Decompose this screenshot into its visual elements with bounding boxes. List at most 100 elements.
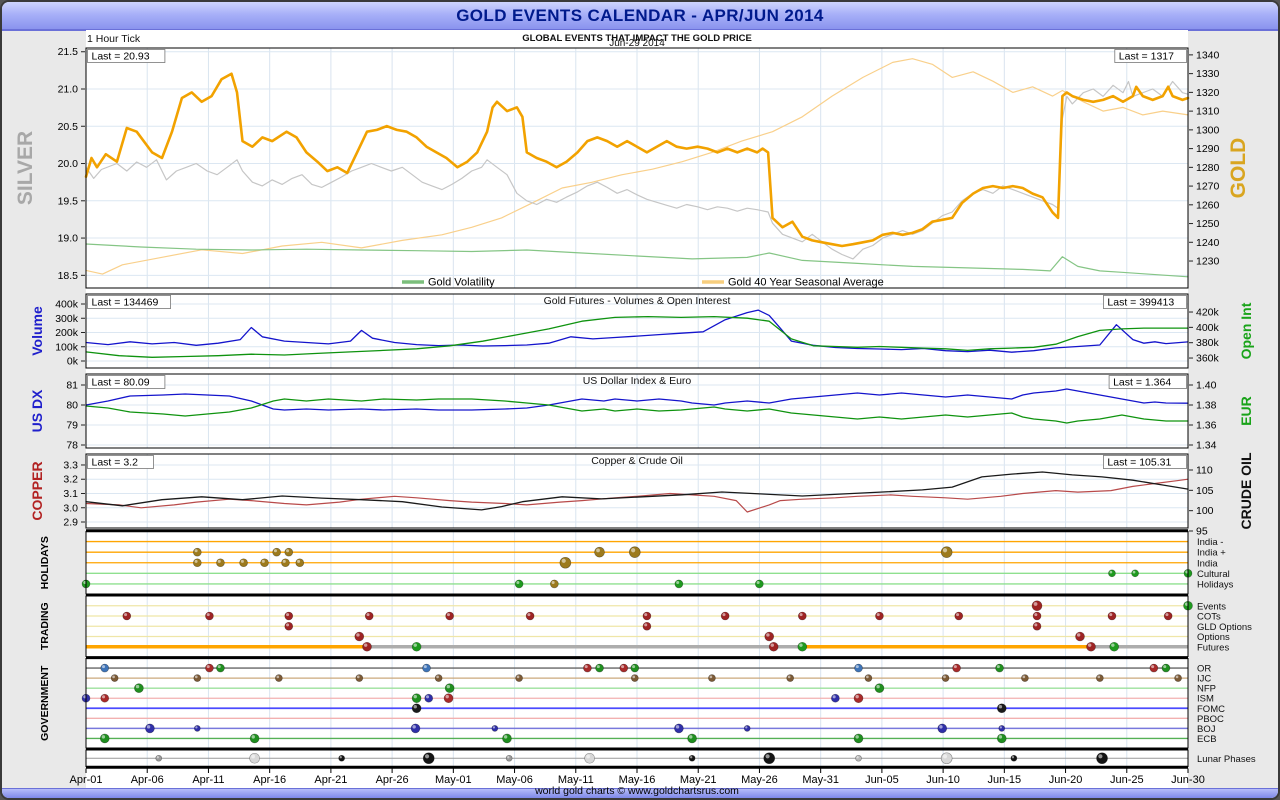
prices-left-tick-label: 19.5 — [58, 195, 79, 207]
event-dot — [995, 663, 1004, 673]
usdx-right-tick-label: 1.34 — [1196, 440, 1217, 452]
event-dot — [155, 754, 163, 762]
event-dot-highlight — [765, 754, 770, 759]
event-row-holidays — [81, 579, 1188, 589]
panel-prices: 21.5 21.0 20.5 20.0 19.5 19.0 18.5 Last = 20.93… — [14, 38, 1250, 289]
event-dot — [444, 683, 455, 693]
copper-right-tick-label: 105 — [1196, 485, 1214, 497]
event-dot-highlight — [939, 725, 943, 729]
event-row-cultural — [86, 569, 1193, 578]
event-dot — [411, 641, 422, 652]
volume-left-axis-title: Volume — [29, 306, 45, 356]
volume-left-tick-label: 300k — [55, 313, 79, 325]
prices-right-tick-label: 1270 — [1196, 181, 1220, 193]
event-dot — [674, 723, 684, 734]
event-dot-highlight — [516, 675, 520, 679]
copper-panel-title: Copper & Crude Oil — [591, 455, 683, 467]
event-dot-highlight — [799, 643, 803, 647]
event-dot — [100, 693, 110, 703]
event-dot — [422, 663, 431, 673]
copper-left-tick-label: 3.3 — [63, 459, 78, 471]
event-dot-highlight — [251, 754, 256, 759]
event-dot — [853, 693, 864, 704]
event-dot-highlight — [492, 726, 496, 729]
event-dot — [193, 674, 202, 682]
event-dot-highlight — [621, 665, 625, 669]
event-dot-highlight — [412, 725, 416, 729]
event-dot-highlight — [156, 756, 159, 759]
event-row-lunar-phases — [86, 752, 1188, 765]
panel-copper: 3.3 3.2 3.1 3.0 2.9 Last = 3.2 COPPER 110 105 100… — [29, 452, 1254, 537]
event-dot-highlight — [876, 684, 880, 689]
prices-right-tick-label: 1260 — [1196, 199, 1220, 211]
event-dot — [630, 663, 640, 673]
copper-left-axis-title: COPPER — [29, 461, 45, 520]
prices-left-tick-label: 20.5 — [58, 121, 79, 133]
event-dot — [1149, 663, 1159, 673]
event-dot-highlight — [876, 613, 880, 617]
event-dot — [595, 663, 604, 673]
event-dot-highlight — [1132, 570, 1136, 574]
event-dot — [1161, 663, 1171, 673]
event-row-nfp — [86, 683, 1188, 693]
event-dot — [937, 723, 948, 734]
usdx-left-tick-label: 80 — [66, 400, 78, 412]
event-dot-highlight — [745, 726, 748, 729]
series-euro — [85, 398, 1189, 424]
event-row-label-holidays: Holidays — [1197, 579, 1234, 590]
usdx-right-tick-label: 1.38 — [1196, 400, 1217, 412]
event-dot-highlight — [356, 633, 360, 637]
event-dot — [1075, 631, 1085, 642]
event-row-cots — [86, 611, 1188, 621]
event-dot-highlight — [856, 756, 859, 759]
chart-footer: world gold charts © www.goldchartsrus.co… — [535, 785, 739, 797]
prices-left-tick-label: 20.0 — [58, 158, 79, 170]
event-dot-highlight — [426, 695, 430, 699]
event-dot-highlight — [632, 665, 636, 669]
event-dot-highlight — [675, 725, 680, 729]
event-dot — [193, 547, 202, 557]
event-dot-highlight — [998, 735, 1003, 739]
volume-right-tick-label: 400k — [1196, 322, 1220, 334]
legend-label: Gold 40 Year Seasonal Average — [728, 277, 884, 289]
event-dot-highlight — [766, 633, 770, 637]
event-dot-highlight — [194, 549, 198, 553]
event-dot — [940, 546, 953, 558]
event-dot — [720, 611, 730, 621]
prices-right-tick-label: 1240 — [1196, 237, 1220, 249]
event-dot — [797, 641, 808, 652]
event-dot — [594, 546, 605, 558]
legend-label: Gold Volatility — [428, 277, 495, 289]
event-dot — [134, 683, 144, 693]
tick-interval-note: 1 Hour Tick — [87, 33, 141, 45]
event-dot-highlight — [286, 549, 290, 553]
event-dot-highlight — [276, 675, 280, 679]
event-dot — [249, 733, 260, 744]
event-dot-highlight — [507, 756, 510, 759]
event-dot — [797, 611, 807, 621]
event-dot — [515, 674, 523, 682]
event-dot — [1096, 674, 1104, 682]
event-row-label-fomc: FOMC — [1197, 704, 1225, 715]
last-value-box — [1103, 295, 1187, 309]
event-dot-highlight — [942, 754, 948, 759]
event-dot-highlight — [1087, 643, 1092, 647]
event-dot-highlight — [217, 559, 221, 563]
event-dot — [216, 558, 225, 568]
event-dot-highlight — [644, 613, 648, 617]
usdx-panel-title: US Dollar Index & Euro — [583, 375, 692, 387]
event-dot-highlight — [689, 735, 693, 739]
event-dot-highlight — [787, 675, 791, 679]
event-dot — [559, 556, 572, 569]
event-dot — [338, 754, 345, 762]
prices-right-tick-label: 1250 — [1196, 218, 1220, 230]
event-dot — [998, 725, 1006, 732]
event-dot — [1108, 569, 1116, 578]
copper-left-tick-label: 3.2 — [63, 474, 78, 486]
event-dot — [284, 547, 294, 557]
event-dot-highlight — [101, 735, 106, 739]
event-dot — [100, 663, 110, 673]
chart-subtitle: GLOBAL EVENTS THAT IMPACT THE GOLD PRICE — [522, 33, 752, 44]
copper-right-tick-label: 110 — [1196, 464, 1213, 476]
